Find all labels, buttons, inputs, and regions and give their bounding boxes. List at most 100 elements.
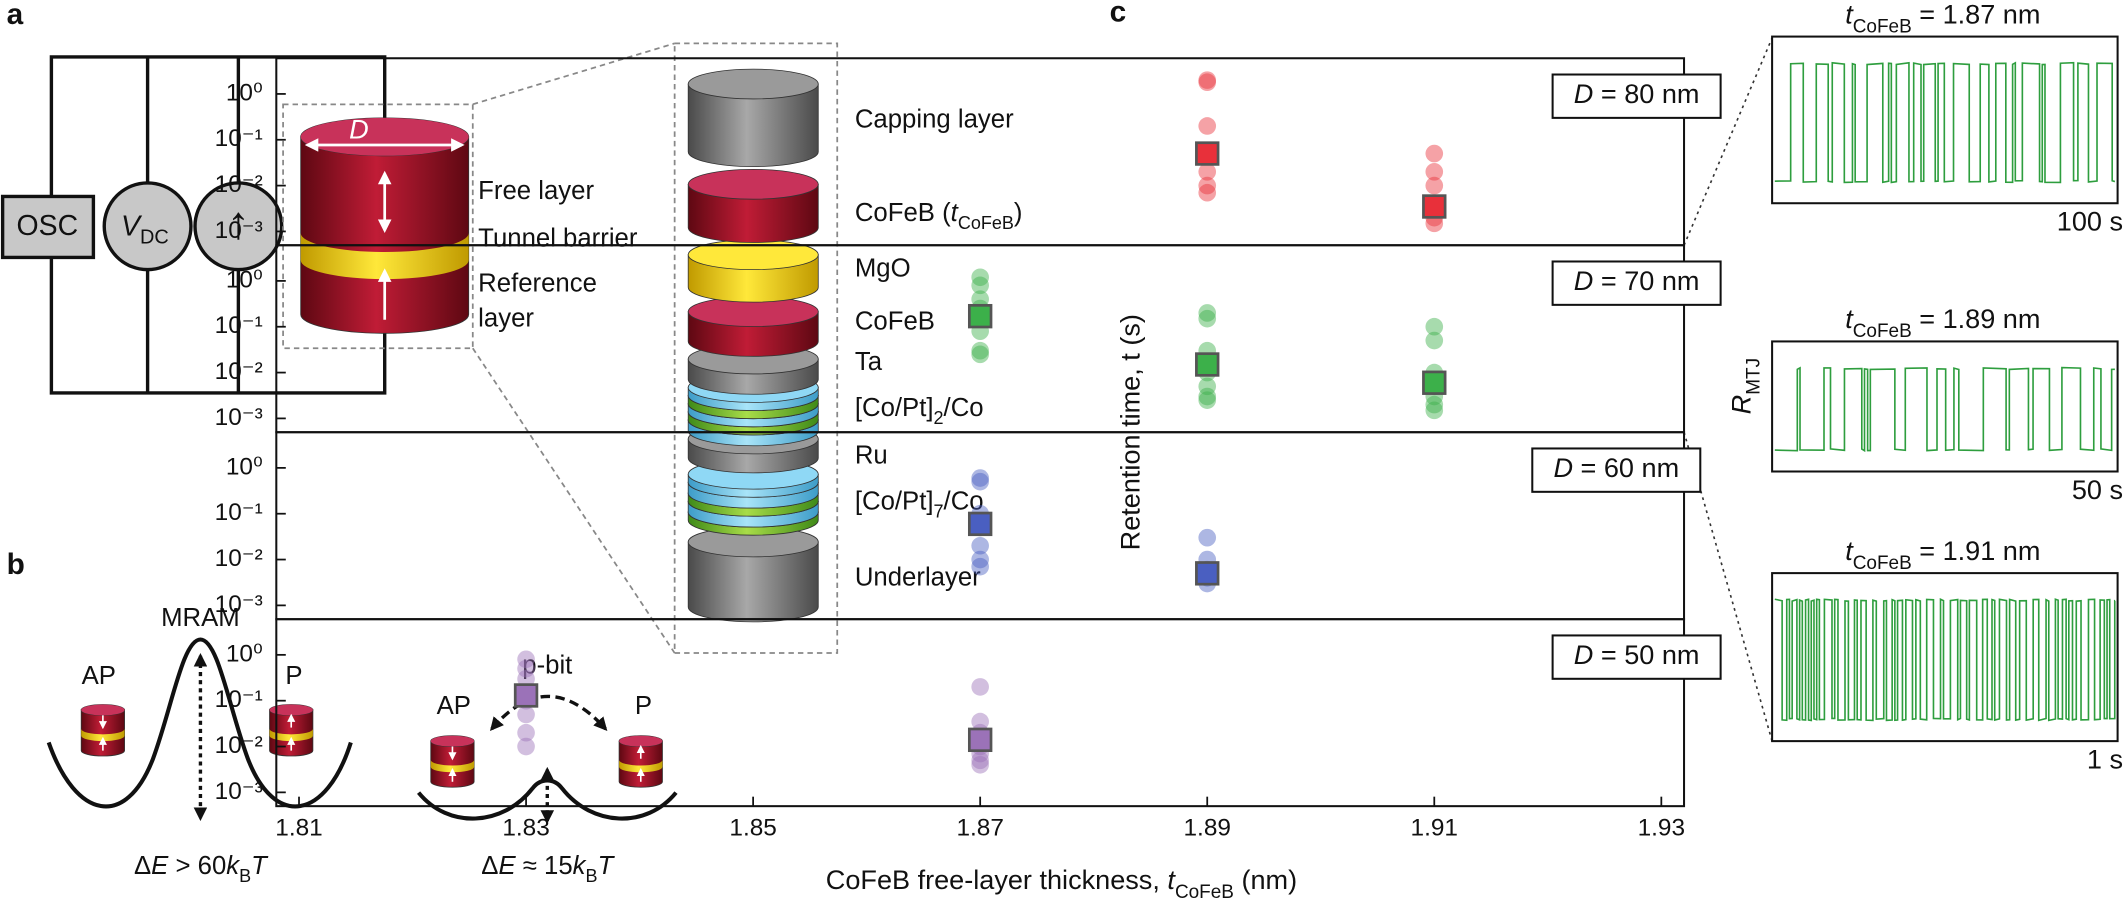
text-part: D xyxy=(1574,265,1594,296)
trace-title: tCoFeB = 1.91 nm xyxy=(1845,535,2040,573)
data-point xyxy=(971,469,989,487)
x-tick-label: 1.81 xyxy=(275,815,322,842)
text-part: D xyxy=(1574,78,1594,109)
cylinder-top xyxy=(430,735,475,747)
text-part: = 1.87 nm xyxy=(1912,0,2041,29)
text-part: 7 xyxy=(934,501,944,521)
guide-line xyxy=(472,347,676,654)
mean-marker xyxy=(967,727,993,753)
trace-title: tCoFeB = 1.89 nm xyxy=(1845,303,2040,341)
y-tick-label: 10⁻¹ xyxy=(215,499,263,526)
text-part: k xyxy=(573,852,587,880)
dashed-box xyxy=(282,103,474,350)
y-tick-label: 10⁻³ xyxy=(215,778,263,805)
barrier-band xyxy=(430,760,475,773)
cylinder-top xyxy=(687,68,819,100)
y-tick-label: 10⁰ xyxy=(226,640,263,667)
label: ΔE > 60kBT xyxy=(134,852,269,886)
y-axis-label: Retention time, t (s) xyxy=(1115,314,1146,550)
zoom-guides xyxy=(282,42,839,654)
text-part: t xyxy=(951,199,960,227)
diameter-label: D = 80 nm xyxy=(1574,78,1700,109)
cylinder-top xyxy=(269,704,313,716)
cylinder-top xyxy=(300,117,469,156)
data-point xyxy=(1425,331,1444,350)
osc-box xyxy=(0,194,96,260)
cylinder-top xyxy=(687,168,819,200)
data-point xyxy=(1198,528,1217,547)
mean-marker xyxy=(1422,194,1447,219)
panel-label: a xyxy=(7,0,24,31)
data-point xyxy=(1198,309,1217,328)
circuit xyxy=(0,55,387,395)
label: Tunnel barrier xyxy=(478,225,638,253)
dashed-box xyxy=(673,42,839,654)
diameter-label: D = 60 nm xyxy=(1553,452,1679,483)
layer-label: Ru xyxy=(855,441,888,469)
text-part: t xyxy=(1845,0,1854,29)
layer-label: CoFeB xyxy=(855,307,935,335)
data-point xyxy=(971,276,989,295)
x-tick-label: 1.91 xyxy=(1411,815,1458,842)
text-part: k xyxy=(226,852,240,880)
text-part: CoFeB xyxy=(1853,552,1912,573)
cylinder-side xyxy=(80,709,125,757)
text-part: /Co xyxy=(944,487,984,515)
x-tick-label: 1.83 xyxy=(502,815,549,842)
text-part: Capping layer xyxy=(855,105,1014,133)
data-point xyxy=(1198,304,1217,322)
data-point xyxy=(517,705,535,724)
y-tick-label: 10⁻¹ xyxy=(215,686,263,713)
trace-frame xyxy=(1771,572,2119,743)
x-tick-label: 1.87 xyxy=(956,815,1003,842)
guide-line xyxy=(1683,37,1773,246)
diameter-label: D = 70 nm xyxy=(1574,265,1700,296)
data-point xyxy=(971,268,989,287)
text-part: 2 xyxy=(934,408,944,428)
text-part: D xyxy=(1574,639,1594,670)
barrier-band xyxy=(300,233,469,280)
text-part: = 1.91 nm xyxy=(1912,535,2041,566)
telegraph-trace xyxy=(1774,366,2115,453)
layer-label: [Co/Pt]7/Co xyxy=(855,487,984,521)
text-part: = 1.89 nm xyxy=(1912,303,2041,334)
cylinder-top xyxy=(81,704,125,716)
text-part: B xyxy=(239,866,251,886)
y-tick-label: 10⁻³ xyxy=(215,404,263,431)
y-tick-label: 10⁰ xyxy=(226,266,263,293)
barrier-band xyxy=(269,728,313,742)
mean-marker xyxy=(1422,370,1447,395)
data-point xyxy=(517,659,535,678)
text-part: CoFeB xyxy=(855,307,935,335)
small-mtj xyxy=(430,735,475,788)
data-point xyxy=(971,678,989,696)
data-point xyxy=(517,737,535,756)
data-point xyxy=(1425,395,1444,414)
y-tick-label: 10⁻¹ xyxy=(215,125,263,152)
trace-y-label: RMTJ xyxy=(1726,358,1764,414)
label: MRAM xyxy=(161,604,240,632)
label: Reference xyxy=(478,269,597,297)
text-part: Ru xyxy=(855,441,888,469)
panel-label-box xyxy=(1551,73,1722,119)
text-part: B xyxy=(586,866,598,886)
text-part: = 50 nm xyxy=(1593,639,1699,670)
cylinder-side xyxy=(687,541,819,623)
mtj xyxy=(300,117,470,334)
data-point xyxy=(1425,401,1444,420)
y-tick-label: 10⁻² xyxy=(215,732,263,759)
text-part: V xyxy=(121,210,143,242)
panel-label: b xyxy=(7,548,25,581)
panel-label: c xyxy=(1110,0,1127,28)
cylinder-side xyxy=(687,83,819,168)
label: OSC xyxy=(17,210,79,242)
text-part: > 60 xyxy=(168,852,226,880)
text-part: E xyxy=(498,852,516,880)
text-part: R xyxy=(1726,395,1757,415)
switch-arrow xyxy=(489,694,608,731)
layer-label: Capping layer xyxy=(855,105,1014,133)
text-part: CoFeB xyxy=(1853,321,1912,342)
text-part: E xyxy=(151,852,169,880)
